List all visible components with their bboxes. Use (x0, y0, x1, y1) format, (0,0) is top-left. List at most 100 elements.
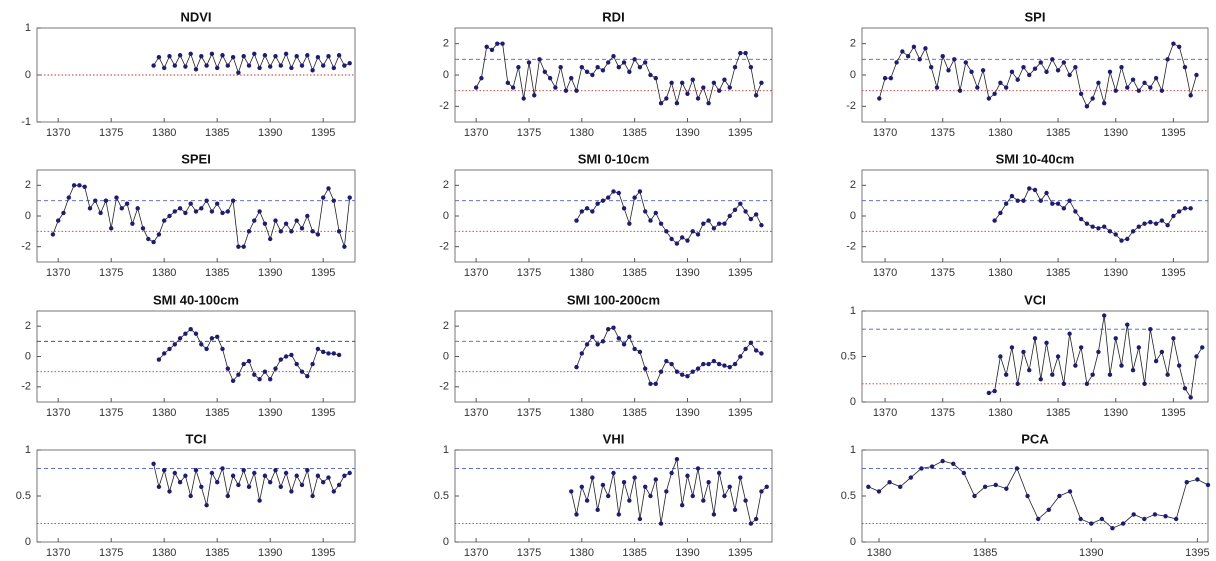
data-point (753, 348, 759, 353)
data-point (1142, 381, 1147, 386)
subplot: SPEI -2 0 2 1370 1375 1380 1385 1390 1395 (21, 151, 356, 279)
data-point (877, 96, 882, 101)
x-tick-label: 1395 (728, 407, 752, 419)
data-point (225, 209, 230, 214)
data-point (1044, 69, 1049, 75)
data-point (119, 206, 125, 211)
y-tick-label: 0 (443, 536, 449, 548)
data-point (1061, 206, 1067, 211)
data-point (738, 354, 743, 359)
y-tick-label: 0 (443, 69, 449, 81)
data-point (1113, 232, 1118, 237)
data-point (621, 342, 627, 347)
data-point (759, 80, 764, 86)
data-point (268, 480, 273, 485)
data-point (1038, 377, 1043, 382)
data-point (177, 206, 183, 211)
data-point (505, 80, 511, 86)
data-point (50, 232, 56, 237)
data-point (998, 210, 1003, 216)
y-tick-label: 1 (25, 22, 31, 34)
data-point (220, 53, 225, 58)
data-point (336, 482, 342, 488)
data-point (177, 336, 183, 341)
x-tick-label: 1390 (258, 407, 282, 419)
y-tick-label: 0 (443, 350, 449, 362)
subplot: SMI 40-100cm -2 0 2 1370 1375 1380 1385 1390 1395 (21, 292, 356, 419)
data-point (262, 221, 268, 226)
data-point (1078, 516, 1083, 522)
data-point (590, 72, 595, 78)
data-point (722, 493, 727, 499)
x-tick-label: 1390 (675, 407, 699, 419)
data-point (204, 198, 209, 203)
data-point (1055, 201, 1061, 206)
data-point (961, 470, 967, 476)
data-point (632, 195, 637, 200)
data-point (579, 484, 584, 489)
data-point (257, 65, 262, 71)
data-point (199, 484, 204, 489)
data-point (252, 218, 257, 223)
data-point (664, 96, 669, 101)
x-tick-label: 1390 (258, 267, 282, 279)
y-tick-label: -2 (439, 381, 449, 393)
data-point (690, 493, 695, 499)
data-point (753, 516, 759, 522)
data-point (674, 457, 680, 462)
subplot: PCA 0 0.5 1 1380 1385 1390 1395 (841, 431, 1211, 559)
data-point (230, 378, 236, 383)
x-tick-label: 1370 (46, 547, 70, 559)
data-point (489, 47, 495, 53)
data-point (130, 221, 135, 226)
data-point (140, 226, 146, 231)
x-tick-label: 1385 (622, 267, 646, 279)
x-tick-label: 1375 (99, 127, 123, 139)
x-tick-label: 1380 (867, 547, 891, 559)
data-point (695, 96, 701, 101)
y-tick-label: 2 (25, 179, 31, 191)
x-tick-label: 1370 (46, 407, 70, 419)
data-point (1021, 198, 1026, 203)
x-tick-label: 1395 (311, 127, 335, 139)
data-point (204, 63, 209, 68)
data-point (1025, 493, 1030, 499)
data-point (738, 475, 743, 480)
data-point (215, 65, 220, 71)
data-point (558, 64, 563, 70)
x-tick-label: 1375 (517, 547, 541, 559)
data-point (611, 54, 616, 59)
data-point (706, 218, 711, 223)
data-point (230, 54, 236, 60)
data-point (1057, 493, 1062, 499)
data-point (934, 85, 940, 90)
data-point (595, 201, 600, 206)
data-point (882, 75, 888, 81)
data-point (716, 361, 722, 367)
data-point (495, 41, 500, 46)
data-point (310, 361, 315, 367)
data-point (574, 88, 579, 93)
data-point (748, 64, 754, 70)
data-point (167, 213, 172, 219)
subplot-title: SMI 40-100cm (153, 292, 239, 307)
data-point (193, 468, 199, 473)
data-point (199, 206, 204, 211)
data-point (1120, 521, 1126, 526)
data-point (1195, 477, 1200, 482)
data-point (898, 484, 903, 489)
data-point (241, 54, 246, 59)
y-tick-label: 1 (443, 444, 449, 456)
data-point (241, 244, 246, 249)
data-point (940, 54, 945, 59)
data-point (1027, 72, 1032, 78)
data-point (177, 53, 183, 58)
data-point (1015, 198, 1020, 203)
data-point (1096, 349, 1101, 355)
data-point (151, 63, 156, 68)
data-point (1050, 201, 1055, 206)
data-point (627, 498, 632, 503)
data-point (701, 498, 706, 503)
subplot-title: TCI (186, 431, 207, 446)
data-point (743, 346, 748, 352)
